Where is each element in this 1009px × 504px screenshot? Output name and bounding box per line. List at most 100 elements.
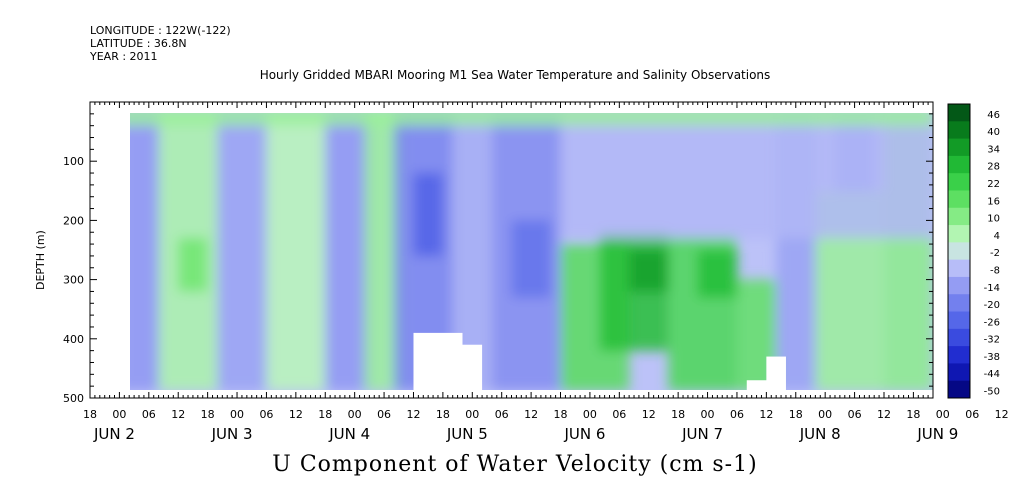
colorbar-swatch [948, 346, 970, 364]
axes: 18 00 06 12 18 00 06 12 18 00 06 12 18 00 06 12 18 00 06 12… [63, 102, 1009, 443]
colorbar-label: -38 [984, 352, 1000, 363]
colorbar-label: 22 [987, 179, 1000, 190]
day-label: JUN 5 [446, 425, 488, 443]
colorbar-label: -14 [984, 283, 1000, 294]
x-tick-label: 12 [995, 408, 1009, 421]
y-tick-label: 400 [63, 333, 84, 346]
field-region [629, 250, 669, 292]
y-tick-label: 100 [63, 155, 84, 168]
field-region [217, 113, 267, 390]
x-axis-title: U Component of Water Velocity (cm s-1) [272, 452, 758, 477]
x-tick-label: 00 [112, 408, 126, 421]
colorbar-swatch [948, 311, 970, 330]
x-tick-label: 12 [759, 408, 773, 421]
y-tick-label: 500 [63, 392, 84, 405]
metadata-block: LONGITUDE : 122W(-122) LATITUDE : 36.8N … [90, 24, 231, 63]
colorbar-swatch [948, 328, 970, 347]
field-region [511, 220, 551, 298]
missing-data-regions [413, 332, 786, 391]
colorbar-swatch [948, 363, 970, 382]
field-region [178, 238, 208, 292]
colorbar-label: -44 [984, 369, 1000, 380]
x-tick-label: 06 [259, 408, 273, 421]
field-region [130, 113, 933, 126]
colorbar: 46 40 34 28 22 16 10 4 -2 -8 -14 -20 -26 -32 -38 -44 -50 [947, 103, 1000, 399]
missing-data-region [746, 380, 777, 391]
y-tick-label: 200 [63, 214, 84, 227]
colorbar-label: 28 [987, 162, 1000, 173]
x-tick-label: 06 [730, 408, 744, 421]
colorbar-swatch [948, 259, 970, 278]
field-region [697, 250, 737, 298]
colorbar-swatch [948, 207, 970, 226]
colorbar-label: 46 [987, 110, 1000, 121]
x-tick-label: 06 [612, 408, 626, 421]
x-tick-label: 00 [936, 408, 950, 421]
field-region [413, 173, 443, 256]
x-tick-label: 18 [436, 408, 450, 421]
x-tick-label: 00 [348, 408, 362, 421]
field-region [560, 113, 933, 239]
x-tick-label: 18 [906, 408, 920, 421]
x-tick-label: 18 [554, 408, 568, 421]
x-tick-label: 06 [142, 408, 156, 421]
day-label: JUN 6 [563, 425, 605, 443]
colorbar-label: 40 [987, 127, 1000, 138]
y-tick-label: 300 [63, 274, 84, 287]
velocity-field [130, 113, 933, 390]
x-tick-label: 00 [818, 408, 832, 421]
x-tick-label: 06 [377, 408, 391, 421]
day-label: JUN 4 [328, 425, 370, 443]
x-tick-label: 00 [465, 408, 479, 421]
day-label: JUN 9 [916, 425, 958, 443]
x-tick-label: 12 [642, 408, 656, 421]
x-tick-label: 18 [671, 408, 685, 421]
day-label: JUN 8 [799, 425, 841, 443]
x-tick-label: 18 [201, 408, 215, 421]
colorbar-label: -20 [984, 300, 1000, 311]
y-axis-label: DEPTH (m) [34, 230, 47, 290]
colorbar-swatch [948, 121, 970, 140]
x-tick-label: 00 [230, 408, 244, 421]
colorbar-label: 4 [994, 231, 1000, 242]
colorbar-swatch [948, 242, 970, 261]
field-region [130, 113, 159, 390]
x-tick-label: 06 [965, 408, 979, 421]
colorbar-label: 34 [987, 144, 1000, 155]
colorbar-label: -26 [984, 317, 1000, 328]
x-tick-label: 06 [848, 408, 862, 421]
field-region [266, 113, 326, 390]
colorbar-swatch [948, 380, 970, 399]
colorbar-swatch [948, 173, 970, 191]
colorbar-label: -8 [990, 265, 1000, 276]
colorbar-label: -50 [984, 387, 1000, 398]
colorbar-swatch [948, 138, 970, 157]
day-label: JUN 2 [93, 425, 135, 443]
colorbar-swatch [948, 104, 970, 122]
x-tick-label: 00 [583, 408, 597, 421]
missing-data-region [452, 344, 483, 391]
colorbar-swatch [948, 225, 970, 243]
colorbar-frame [947, 103, 971, 399]
colorbar-swatch [948, 155, 970, 174]
x-tick-label: 12 [171, 408, 185, 421]
longitude-label: LONGITUDE : 122W(-122) [90, 24, 231, 37]
colorbar-label: 16 [987, 196, 1000, 207]
day-label: JUN 7 [681, 425, 723, 443]
x-tick-label: 12 [524, 408, 538, 421]
x-tick-label: 18 [789, 408, 803, 421]
latitude-label: LATITUDE : 36.8N [90, 37, 187, 50]
colorbar-label: -32 [984, 335, 1000, 346]
year-label: YEAR : 2011 [90, 50, 158, 63]
x-tick-label: 06 [495, 408, 509, 421]
x-tick-label: 18 [318, 408, 332, 421]
colorbar-swatch [948, 294, 970, 313]
x-tick-label: 12 [289, 408, 303, 421]
colorbar-label: 10 [987, 214, 1000, 225]
x-tick-label: 18 [83, 408, 97, 421]
x-tick-label: 12 [406, 408, 420, 421]
x-tick-label: 12 [877, 408, 891, 421]
colorbar-swatch [948, 276, 970, 295]
chart-title: Hourly Gridded MBARI Mooring M1 Sea Wate… [259, 68, 771, 82]
